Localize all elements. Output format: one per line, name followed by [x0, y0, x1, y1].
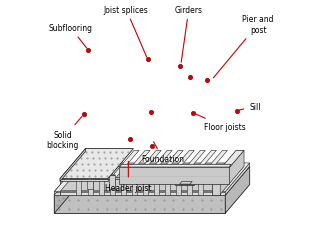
Polygon shape [88, 179, 93, 195]
Polygon shape [60, 192, 220, 195]
Polygon shape [187, 151, 216, 179]
Polygon shape [110, 151, 139, 179]
Text: Pier and
post: Pier and post [213, 15, 274, 79]
Text: Subflooring: Subflooring [49, 24, 93, 49]
Polygon shape [60, 178, 221, 179]
Polygon shape [109, 175, 115, 176]
Polygon shape [220, 192, 225, 195]
Text: Joist splices: Joist splices [104, 6, 149, 58]
Polygon shape [60, 149, 86, 182]
Polygon shape [60, 191, 221, 192]
Polygon shape [88, 151, 117, 179]
Polygon shape [121, 179, 126, 195]
Polygon shape [190, 182, 192, 184]
Polygon shape [119, 165, 231, 167]
Text: Solid
blocking: Solid blocking [46, 117, 82, 149]
Polygon shape [187, 179, 192, 195]
Polygon shape [54, 163, 84, 192]
Polygon shape [54, 195, 225, 213]
Text: Sill: Sill [239, 102, 261, 111]
Polygon shape [76, 179, 82, 195]
Polygon shape [165, 179, 170, 195]
Text: Floor joists: Floor joists [196, 115, 245, 132]
Polygon shape [60, 179, 220, 195]
Text: Girders: Girders [175, 6, 203, 63]
Polygon shape [154, 179, 159, 195]
Polygon shape [198, 179, 203, 195]
Text: Header joist: Header joist [105, 162, 152, 192]
Polygon shape [60, 179, 108, 182]
Polygon shape [225, 163, 250, 195]
Polygon shape [109, 176, 115, 189]
Polygon shape [121, 151, 150, 179]
Polygon shape [179, 182, 192, 184]
Text: Foundation: Foundation [141, 142, 184, 163]
Polygon shape [83, 163, 244, 164]
Polygon shape [119, 167, 229, 184]
Polygon shape [175, 173, 197, 177]
Polygon shape [87, 175, 93, 176]
Polygon shape [198, 151, 228, 179]
Polygon shape [54, 167, 250, 195]
Polygon shape [212, 151, 244, 179]
Polygon shape [54, 163, 79, 195]
Polygon shape [99, 179, 104, 195]
Polygon shape [110, 179, 115, 195]
Polygon shape [143, 179, 148, 195]
Polygon shape [54, 192, 60, 195]
Polygon shape [212, 179, 220, 195]
Polygon shape [87, 176, 93, 189]
Polygon shape [175, 177, 194, 185]
Polygon shape [132, 151, 161, 179]
Polygon shape [132, 179, 137, 195]
Polygon shape [220, 163, 250, 192]
Polygon shape [99, 151, 128, 179]
Polygon shape [54, 167, 79, 213]
Polygon shape [60, 149, 133, 179]
Polygon shape [143, 151, 172, 179]
Polygon shape [76, 151, 106, 179]
Polygon shape [165, 151, 194, 179]
Polygon shape [225, 167, 250, 213]
Polygon shape [176, 151, 205, 179]
Polygon shape [176, 179, 181, 195]
Polygon shape [220, 151, 244, 195]
Polygon shape [154, 151, 183, 179]
